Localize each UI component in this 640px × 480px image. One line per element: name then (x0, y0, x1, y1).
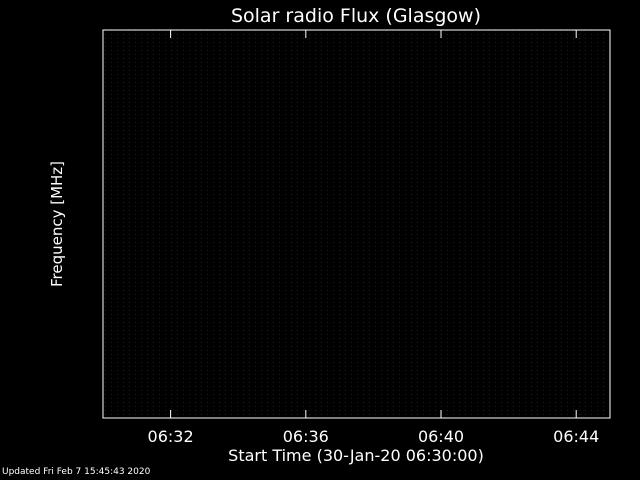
chart-title: Solar radio Flux (Glasgow) (231, 5, 481, 27)
x-tick-label: 06:32 (148, 427, 194, 446)
y-axis-label: Frequency [MHz] (48, 161, 66, 287)
x-tick-label: 06:40 (418, 427, 464, 446)
x-axis: 06:32 06:36 06:40 06:44 (148, 30, 599, 446)
x-tick-label: 06:36 (283, 427, 329, 446)
noise-texture (103, 30, 610, 418)
updated-timestamp: Updated Fri Feb 7 15:45:43 2020 (2, 467, 151, 477)
spectrogram-bands (103, 30, 610, 418)
x-axis-label: Start Time (30-Jan-20 06:30:00) (228, 446, 484, 465)
plot-frame (102, 29, 611, 419)
x-tick-label: 06:44 (553, 427, 599, 446)
